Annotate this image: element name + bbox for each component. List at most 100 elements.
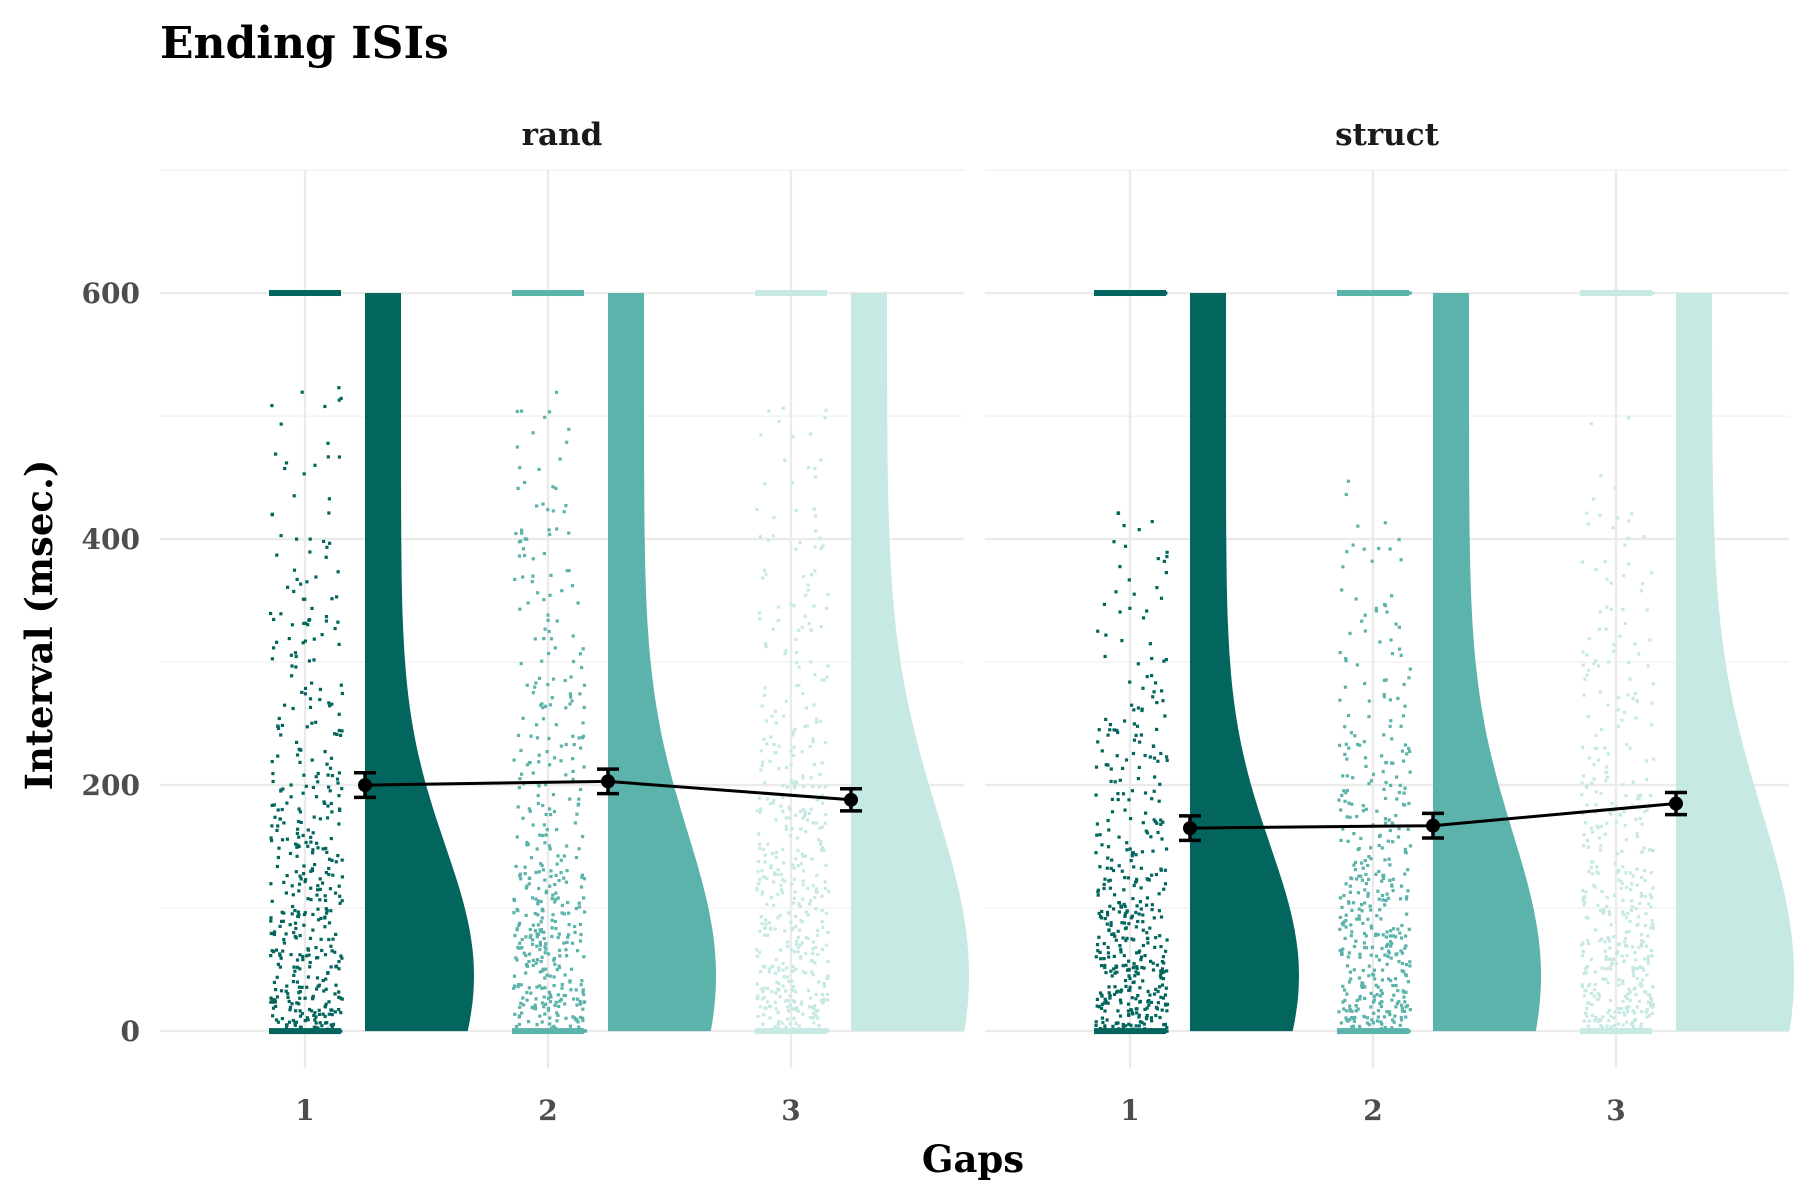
raw-point	[1121, 792, 1126, 796]
raw-point	[783, 879, 787, 883]
raw-point	[572, 997, 576, 1001]
raw-point	[1337, 1010, 1341, 1014]
raw-point	[794, 924, 798, 929]
raw-point	[514, 1024, 519, 1029]
raw-point	[763, 686, 767, 690]
raw-point	[1403, 704, 1407, 708]
raw-point	[1151, 968, 1156, 972]
raw-point	[567, 531, 571, 535]
raw-point	[1405, 895, 1409, 899]
raw-point	[539, 862, 543, 866]
raw-point	[562, 876, 566, 880]
raw-point	[1378, 908, 1382, 912]
raw-point	[1112, 540, 1116, 544]
raw-point	[774, 855, 778, 859]
raw-point	[275, 995, 279, 999]
raw-point	[303, 686, 308, 690]
raw-point	[550, 897, 554, 901]
raw-point	[762, 737, 766, 741]
raw-point	[1363, 682, 1367, 686]
raw-point	[546, 996, 551, 1000]
raw-point	[554, 897, 558, 901]
raw-point	[1097, 1005, 1101, 1009]
raw-point	[1648, 848, 1652, 852]
raw-point	[1352, 863, 1356, 867]
raw-point	[314, 795, 319, 799]
raw-point	[1349, 934, 1353, 938]
raw-point	[1639, 982, 1643, 986]
raw-point	[781, 968, 785, 972]
raw-point	[763, 781, 767, 785]
raw-point	[337, 822, 341, 826]
raw-point	[291, 1018, 295, 1023]
raw-point	[1606, 703, 1610, 707]
raw-point	[1596, 903, 1600, 908]
raw-point	[1148, 993, 1152, 997]
raw-point	[278, 965, 282, 969]
raw-point	[1651, 886, 1655, 890]
raw-point	[1620, 954, 1624, 958]
raw-point	[1406, 980, 1410, 984]
raw-point	[1645, 1015, 1649, 1019]
raw-point	[1137, 912, 1141, 916]
raw-point	[1390, 941, 1394, 945]
raw-point	[1150, 873, 1154, 877]
raw-point	[1403, 786, 1407, 790]
mean-point	[358, 778, 372, 793]
raw-point	[573, 821, 577, 825]
raw-point	[1362, 547, 1366, 551]
raw-point	[1599, 1024, 1603, 1028]
raw-point	[1119, 904, 1123, 908]
raw-point	[1094, 1020, 1098, 1024]
raw-point	[1364, 946, 1369, 950]
raw-point	[1603, 560, 1607, 564]
raw-point	[1584, 821, 1588, 825]
raw-point	[1346, 479, 1350, 483]
raw-point	[1150, 903, 1154, 907]
raw-point	[786, 1009, 791, 1013]
raw-point	[578, 922, 582, 927]
raw-point	[298, 934, 302, 938]
raw-point	[564, 706, 568, 710]
raw-point	[1141, 943, 1145, 948]
raw-point	[757, 950, 762, 954]
raw-point	[281, 949, 285, 953]
raw-point	[1393, 977, 1398, 981]
raw-point	[295, 845, 299, 849]
raw-point	[282, 821, 286, 825]
raw-point	[298, 996, 302, 1000]
raw-point	[824, 813, 828, 817]
raw-point	[560, 911, 564, 915]
raw-point	[1123, 912, 1127, 916]
raw-point	[1605, 605, 1609, 609]
raw-point	[1609, 581, 1613, 585]
raw-point	[1645, 973, 1649, 977]
raw-point	[290, 912, 294, 916]
raw-point	[1153, 820, 1158, 824]
raw-point	[784, 699, 788, 703]
raw-point	[542, 1005, 546, 1009]
raw-point	[1338, 698, 1342, 702]
raw-point	[1338, 743, 1342, 747]
raw-point	[302, 472, 306, 476]
raw-point	[1644, 912, 1648, 916]
raw-point	[565, 869, 569, 873]
raw-point	[339, 1011, 343, 1015]
raw-point	[1156, 989, 1160, 994]
raw-point	[1403, 872, 1407, 876]
raw-point	[1111, 1024, 1115, 1028]
raw-point	[785, 785, 789, 789]
raw-point	[550, 696, 554, 700]
raw-point	[1145, 831, 1150, 835]
raw-point	[269, 919, 273, 923]
raw-point	[552, 756, 557, 760]
raw-point	[1106, 763, 1110, 767]
raw-point	[1131, 897, 1135, 901]
raw-point	[801, 776, 805, 780]
raw-point	[1390, 652, 1395, 656]
raw-point	[557, 966, 562, 970]
raw-point	[1119, 1001, 1123, 1005]
raw-point	[810, 573, 814, 577]
raw-point	[271, 1014, 275, 1018]
